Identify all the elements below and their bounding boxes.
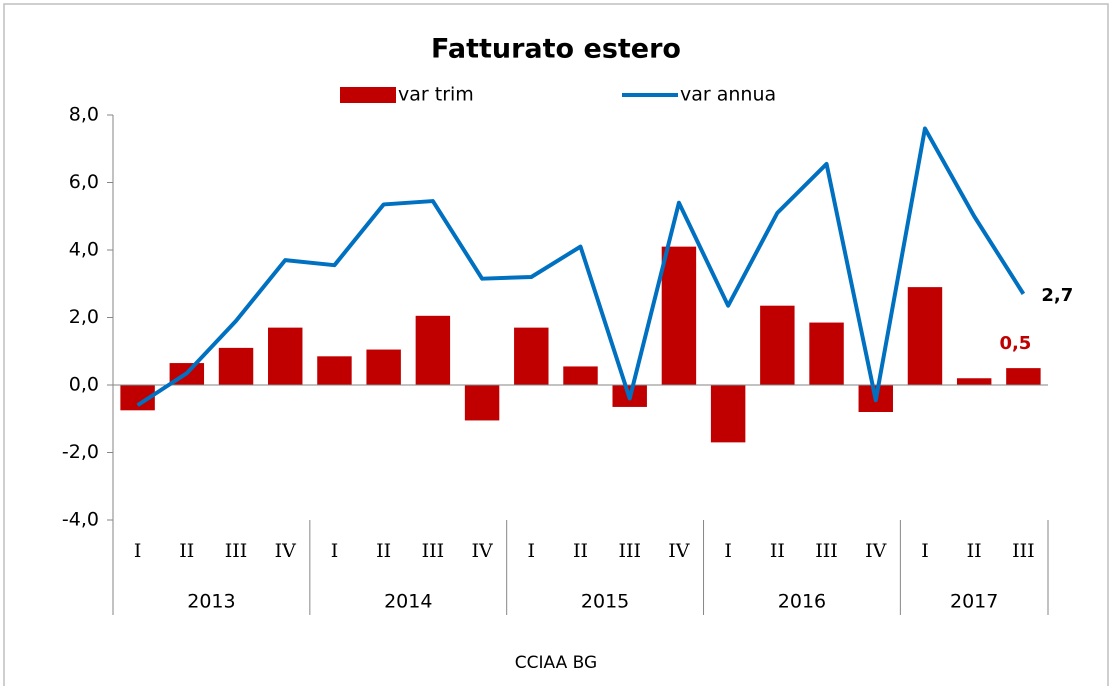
bar <box>710 385 746 443</box>
x-tick-label: III <box>225 540 248 562</box>
chart-title: Fatturato estero <box>431 34 681 65</box>
bar <box>563 366 598 385</box>
y-tick-label: 2,0 <box>69 306 99 328</box>
legend-swatch <box>340 87 396 103</box>
x-tick-label: I <box>331 540 339 562</box>
x-tick-label: III <box>422 540 445 562</box>
bar <box>464 385 500 421</box>
y-tick-label: 4,0 <box>69 239 99 261</box>
data-label: 0,5 <box>999 333 1031 354</box>
bar <box>514 327 549 385</box>
legend-label: var annua <box>680 84 776 106</box>
x-tick-label: IV <box>668 540 690 562</box>
x-tick-label: II <box>770 540 785 562</box>
bar <box>415 315 451 385</box>
y-tick-label: -2,0 <box>62 441 99 463</box>
x-tick-label: I <box>921 540 929 562</box>
bar <box>760 305 795 385</box>
x-tick-label: IV <box>865 540 887 562</box>
x-tick-label: I <box>134 540 142 562</box>
bar <box>1006 368 1041 385</box>
chart-frame <box>3 3 1109 686</box>
x-group-label: 2017 <box>950 591 998 613</box>
x-tick-label: IV <box>275 540 297 562</box>
y-tick-label: -4,0 <box>62 509 99 531</box>
y-tick-label: 6,0 <box>69 171 99 193</box>
x-tick-label: II <box>376 540 391 562</box>
x-tick-label: III <box>618 540 641 562</box>
bar <box>661 246 697 385</box>
source: CCIAA BG <box>515 653 597 673</box>
bar <box>956 378 992 385</box>
legend-label: var trim <box>398 84 474 106</box>
x-tick-label: I <box>724 540 732 562</box>
x-group-label: 2016 <box>778 591 826 613</box>
x-tick-label: II <box>573 540 588 562</box>
x-group-label: 2014 <box>384 591 432 613</box>
x-group-label: 2013 <box>187 591 235 613</box>
bar <box>809 322 844 385</box>
data-label: 2,7 <box>1041 285 1073 306</box>
bar <box>317 356 352 385</box>
x-group-label: 2015 <box>581 591 629 613</box>
bar <box>366 349 401 385</box>
x-tick-label: III <box>1012 540 1035 562</box>
x-tick-label: III <box>815 540 838 562</box>
x-tick-label: IV <box>471 540 493 562</box>
bar <box>268 327 303 385</box>
bar <box>907 287 943 385</box>
y-tick-label: 0,0 <box>69 374 99 396</box>
line <box>136 126 1026 407</box>
y-tick-label: 8,0 <box>69 104 99 126</box>
x-tick-label: II <box>967 540 982 562</box>
bar <box>218 347 254 385</box>
x-tick-label: I <box>528 540 536 562</box>
x-tick-label: II <box>179 540 194 562</box>
